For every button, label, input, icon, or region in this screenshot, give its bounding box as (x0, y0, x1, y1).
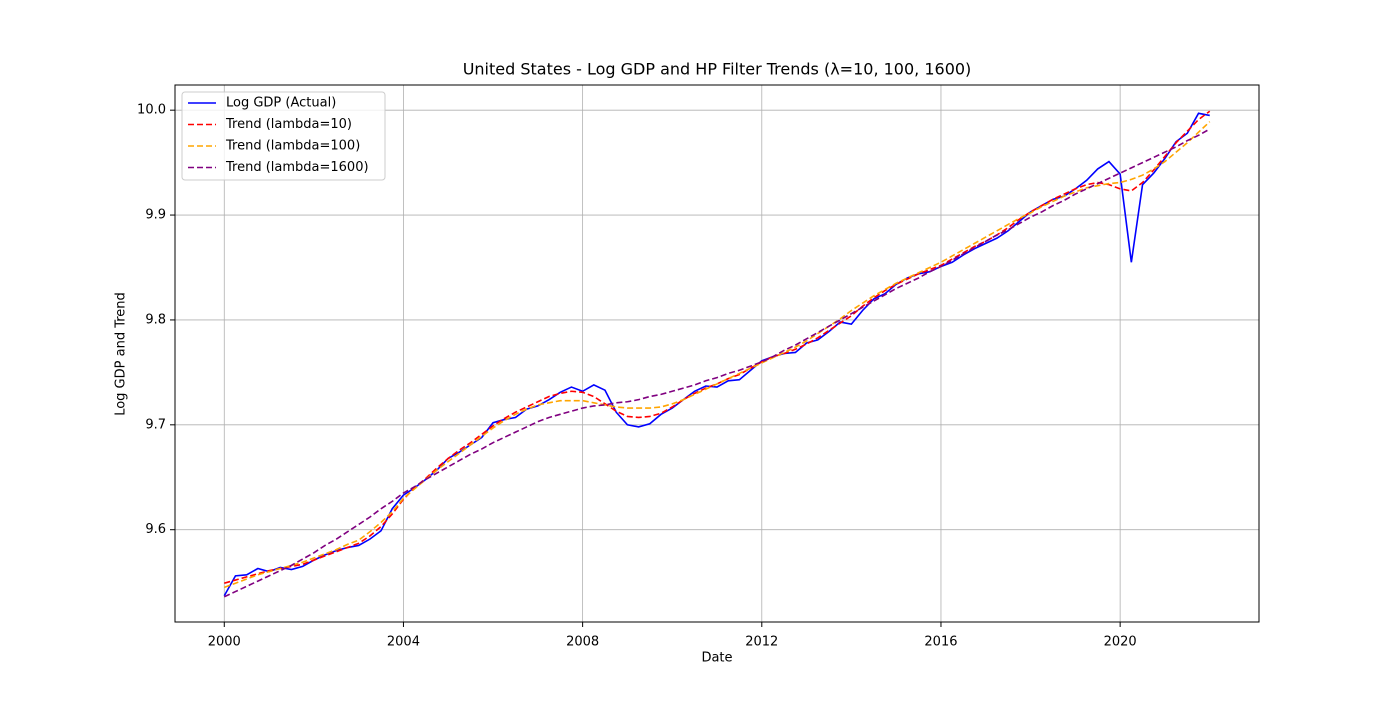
axes-frame (174, 84, 1260, 623)
y-tick-label: 9.9 (145, 208, 166, 223)
legend: Log GDP (Actual) Trend (lambda=10) Trend (… (181, 91, 386, 181)
series-line (223, 121, 1211, 589)
legend-label: Log GDP (Actual) (226, 96, 336, 111)
legend-label: Trend (lambda=100) (225, 139, 360, 154)
x-tick-label: 2016 (924, 635, 957, 650)
x-axis-label: Date (701, 651, 732, 666)
series-line (223, 128, 1211, 598)
legend-label: Trend (lambda=1600) (225, 160, 369, 175)
x-tick-label: 2012 (745, 635, 778, 650)
y-axis-label: Log GDP and Trend (114, 292, 129, 416)
y-tick-label: 9.7 (145, 417, 166, 432)
y-tick-label: 9.6 (145, 522, 166, 537)
chart-title: United States - Log GDP and HP Filter Tr… (463, 60, 972, 79)
x-tick-label: 2000 (208, 635, 241, 650)
x-tick-label: 2020 (1104, 635, 1137, 650)
y-tick-label: 10.0 (137, 103, 166, 118)
x-tick-label: 2004 (387, 635, 420, 650)
legend-label: Trend (lambda=10) (225, 117, 352, 132)
y-tick-label: 9.8 (145, 312, 166, 327)
legend-box (181, 91, 386, 181)
x-tick-label: 2008 (566, 635, 599, 650)
